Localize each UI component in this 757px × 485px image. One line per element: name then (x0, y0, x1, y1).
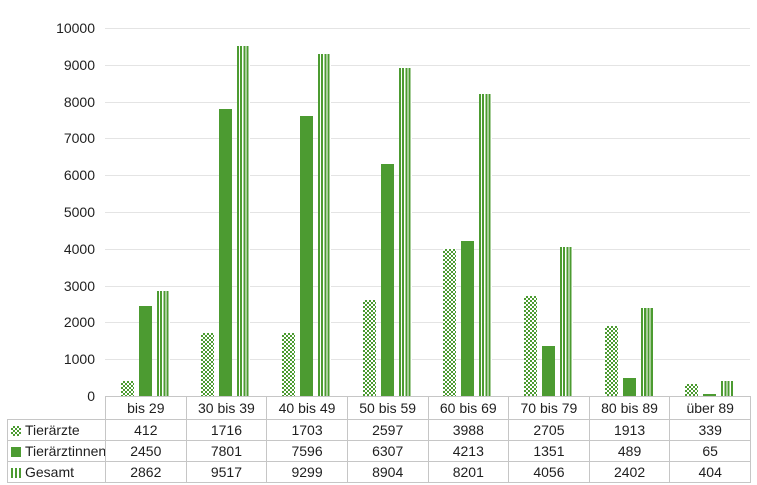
table-row-gesamt: Gesamt 2862 9517 9299 8904 8201 4056 2402 404 (7, 461, 751, 483)
bar-tierärztinnen (461, 240, 475, 396)
table-row-tierärztinnen: Tierärztinnen 2450 7801 7596 6307 4213 1351 489… (7, 440, 751, 462)
bar-group-50-bis-59 (347, 28, 428, 396)
bar-tierärzte (523, 296, 537, 396)
bar-gesamt (479, 94, 493, 396)
gridline (105, 175, 750, 177)
gridline (105, 359, 750, 361)
value-cell: 404 (669, 461, 751, 483)
gridline (105, 138, 750, 140)
value-cell: 6307 (346, 440, 429, 462)
bar-gesamt (559, 246, 573, 396)
y-axis-label: 7000 (63, 130, 95, 147)
value-cell: 2450 (105, 440, 187, 462)
value-cell: 1351 (508, 440, 590, 462)
value-cell: 489 (588, 440, 671, 462)
value-cell: 4213 (427, 440, 510, 462)
gridline (105, 101, 750, 103)
y-axis-label: 3000 (63, 277, 95, 294)
bar-gesamt (156, 290, 170, 396)
plot-area (105, 28, 750, 396)
y-axis-label: 9000 (63, 56, 95, 73)
y-axis-label: 4000 (63, 240, 95, 257)
value-cell: 65 (669, 440, 751, 462)
bar-gesamt (721, 381, 735, 396)
value-cell: 1913 (588, 419, 671, 441)
value-cell: 1703 (266, 419, 348, 441)
x-axis-label: über 89 (669, 396, 751, 420)
gridline (105, 285, 750, 287)
bar-group-80-bis-89 (589, 28, 670, 396)
x-axis-label: bis 29 (105, 396, 187, 420)
y-axis-label: 6000 (63, 167, 95, 184)
value-cell: 1716 (185, 419, 268, 441)
bar-group-bis-29 (105, 28, 186, 396)
bar-tierärzte (685, 383, 699, 396)
value-cell: 8904 (346, 461, 429, 483)
bar-gesamt (318, 53, 332, 396)
value-cell: 7596 (266, 440, 348, 462)
y-axis-label: 8000 (63, 93, 95, 110)
bar-tierärzte (201, 332, 215, 396)
value-cell: 2402 (588, 461, 671, 483)
value-cell: 7801 (185, 440, 268, 462)
value-cell: 4056 (508, 461, 590, 483)
legend-swatch-checker-icon (11, 426, 21, 436)
bar-tierärztinnen (622, 378, 636, 396)
bar-tierärztinnen (703, 393, 717, 396)
value-cell: 2705 (508, 419, 590, 441)
bar-tierärztinnen (138, 305, 152, 396)
bar-group-40-bis-49 (266, 28, 347, 396)
legend-swatch-solid-icon (11, 447, 21, 457)
value-cell: 2597 (346, 419, 429, 441)
row-label-tierärzte: Tierärzte (7, 419, 106, 441)
y-axis-label: 5000 (63, 204, 95, 220)
bar-gesamt (640, 307, 654, 396)
bar-tierärzte (443, 249, 457, 396)
bar-tierärztinnen (380, 163, 394, 396)
bar-gesamt (237, 45, 251, 396)
table-row-tierärzte: Tierärzte 412 1716 1703 2597 3988 2705 1913 339 (7, 419, 751, 441)
y-axis-label: 10000 (56, 20, 95, 36)
gridline (105, 248, 750, 250)
bar-tierärztinnen (300, 116, 314, 396)
bar-tierärzte (604, 325, 618, 396)
bar-tierärzte (120, 380, 134, 396)
value-cell: 339 (669, 419, 751, 441)
x-axis-label: 30 bis 39 (185, 396, 268, 420)
gridline (105, 212, 750, 213)
value-cell: 3988 (427, 419, 510, 441)
y-axis-label: 0 (87, 388, 95, 404)
bar-tierärzte (282, 333, 296, 396)
bar-group-60-bis-69 (428, 28, 509, 396)
bar-gesamt (398, 68, 412, 396)
row-label-tierärztinnen: Tierärztinnen (7, 440, 106, 462)
bar-group-30-bis-39 (186, 28, 267, 396)
data-table: bis 29 30 bis 39 40 bis 49 50 bis 59 60 bis … (7, 396, 751, 483)
x-axis-label: 70 bis 79 (508, 396, 590, 420)
bar-tierärztinnen (541, 346, 555, 396)
bar-group-über-89 (669, 28, 750, 396)
value-cell: 9517 (185, 461, 268, 483)
y-axis-label: 1000 (63, 351, 95, 368)
value-cell: 412 (105, 419, 187, 441)
y-axis-label: 2000 (63, 314, 95, 331)
gridline (105, 64, 750, 66)
x-axis-label: 50 bis 59 (346, 396, 429, 420)
x-axis-label: 40 bis 49 (266, 396, 348, 420)
value-cell: 8201 (427, 461, 510, 483)
legend-swatch-stripes-icon (11, 468, 21, 478)
bar-tierärztinnen (219, 108, 233, 396)
row-label-gesamt: Gesamt (7, 461, 106, 483)
bar-tierärzte (362, 300, 376, 396)
gridline (105, 322, 750, 324)
x-axis-label: 60 bis 69 (427, 396, 510, 420)
value-cell: 9299 (266, 461, 348, 483)
table-header-row: bis 29 30 bis 39 40 bis 49 50 bis 59 60 bis … (8, 396, 751, 420)
x-axis-label: 80 bis 89 (588, 396, 671, 420)
gridline (105, 28, 750, 29)
bar-group-70-bis-79 (508, 28, 589, 396)
value-cell: 2862 (105, 461, 187, 483)
